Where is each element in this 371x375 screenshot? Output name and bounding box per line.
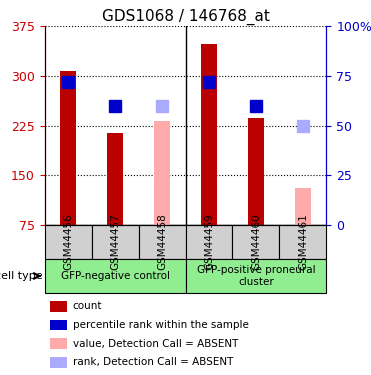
FancyBboxPatch shape bbox=[279, 225, 326, 259]
FancyBboxPatch shape bbox=[92, 225, 138, 259]
Text: GSM44458: GSM44458 bbox=[157, 213, 167, 270]
Bar bbox=[50, 357, 67, 368]
Bar bbox=[295, 188, 311, 225]
Title: GDS1068 / 146768_at: GDS1068 / 146768_at bbox=[102, 9, 269, 25]
Text: cell type: cell type bbox=[0, 271, 42, 281]
Text: GFP-positive proneural
cluster: GFP-positive proneural cluster bbox=[197, 265, 315, 287]
Bar bbox=[50, 320, 67, 330]
Text: value, Detection Call = ABSENT: value, Detection Call = ABSENT bbox=[73, 339, 238, 349]
FancyBboxPatch shape bbox=[45, 225, 92, 259]
FancyBboxPatch shape bbox=[233, 225, 279, 259]
Bar bbox=[248, 118, 264, 225]
Text: percentile rank within the sample: percentile rank within the sample bbox=[73, 320, 249, 330]
Text: GSM44456: GSM44456 bbox=[63, 213, 73, 270]
Bar bbox=[201, 44, 217, 225]
Bar bbox=[50, 301, 67, 312]
Text: count: count bbox=[73, 302, 102, 312]
FancyBboxPatch shape bbox=[186, 225, 233, 259]
Text: GFP-negative control: GFP-negative control bbox=[60, 271, 170, 281]
Bar bbox=[50, 339, 67, 349]
Text: GSM44459: GSM44459 bbox=[204, 213, 214, 270]
Bar bbox=[60, 71, 76, 225]
FancyBboxPatch shape bbox=[45, 259, 186, 293]
Text: GSM44457: GSM44457 bbox=[110, 213, 120, 270]
Bar bbox=[154, 121, 170, 225]
Text: GSM44461: GSM44461 bbox=[298, 213, 308, 270]
FancyBboxPatch shape bbox=[138, 225, 186, 259]
Text: GSM44460: GSM44460 bbox=[251, 213, 261, 270]
Bar bbox=[107, 134, 123, 225]
Text: rank, Detection Call = ABSENT: rank, Detection Call = ABSENT bbox=[73, 357, 233, 367]
FancyBboxPatch shape bbox=[186, 259, 326, 293]
